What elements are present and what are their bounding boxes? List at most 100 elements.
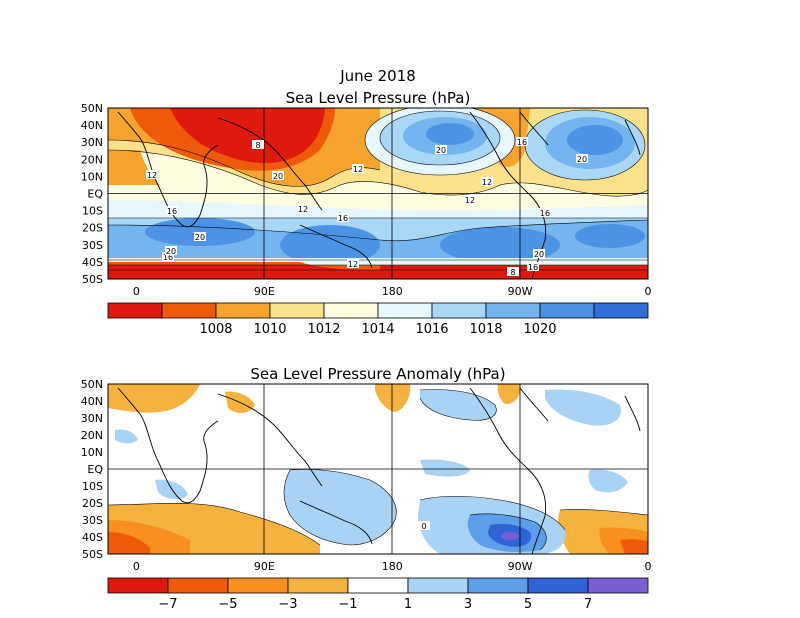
svg-text:20: 20 — [195, 233, 205, 242]
bot-neg-africa — [115, 429, 138, 444]
bottom-lat-labels: 50N 40N 30N 20N 10N EQ 10S 20S 30S 40S 50S — [81, 378, 104, 561]
colorbar-swatch — [323, 302, 379, 319]
lat-label: 20N — [81, 153, 103, 166]
lat-label: 50N — [81, 378, 103, 391]
svg-text:12: 12 — [465, 196, 475, 205]
bot-neg-australia — [284, 469, 397, 545]
bottom-grid — [108, 384, 648, 554]
bot-contours — [108, 389, 648, 551]
svg-text:20: 20 — [577, 155, 587, 164]
colorbar-swatch — [269, 302, 325, 319]
top-satl-high — [575, 224, 645, 248]
svg-text:8: 8 — [510, 268, 515, 277]
colorbar-label: 5 — [524, 597, 532, 612]
bot-coastlines — [117, 387, 641, 554]
top-australia-high — [280, 225, 380, 265]
lat-label: EQ — [87, 463, 103, 476]
svg-text:16: 16 — [517, 138, 527, 147]
colorbar-label: 1018 — [469, 322, 502, 337]
bot-pos-satl-max — [620, 539, 648, 554]
bot-neg-satl — [588, 469, 628, 493]
svg-text:20: 20 — [166, 247, 176, 256]
lat-label: 20S — [82, 222, 103, 235]
lon-label: 90E — [254, 560, 275, 573]
colorbar-swatch — [215, 302, 271, 319]
svg-text:12: 12 — [482, 178, 492, 187]
svg-text:8: 8 — [255, 141, 260, 150]
top-title-line2: Sea Level Pressure (hPa) — [286, 89, 471, 107]
lon-label: 90W — [508, 560, 533, 573]
contour-label: 16 — [162, 252, 174, 262]
contour-label: 12 — [481, 177, 493, 187]
top-npac-high-core — [426, 123, 474, 145]
svg-text:20: 20 — [273, 172, 283, 181]
top-colorbar — [107, 302, 649, 319]
colorbar-label: 1016 — [415, 322, 448, 337]
contour-label: 20 — [533, 249, 545, 259]
lat-label: 50N — [81, 102, 103, 115]
colorbar-label: −7 — [158, 597, 177, 612]
colorbar-swatch — [407, 577, 469, 594]
lat-label: 30N — [81, 136, 103, 149]
contour-label: 16 — [516, 137, 528, 147]
contour-label: 12 — [146, 170, 158, 180]
colorbar-swatch — [467, 577, 529, 594]
top-title-line1: June 2018 — [339, 67, 416, 85]
colorbar-swatch — [287, 577, 349, 594]
bot-pos-npac — [375, 384, 411, 412]
colorbar-swatch — [431, 302, 487, 319]
contour-label: 16 — [527, 262, 539, 272]
contour-label: 0 — [418, 521, 430, 531]
svg-text:20: 20 — [534, 250, 544, 259]
top-eq-belt — [108, 200, 648, 218]
lat-label: 40N — [81, 119, 103, 132]
top-colorbar-labels: 1008 1010 1012 1014 1016 1018 1020 — [199, 322, 556, 337]
svg-text:0: 0 — [421, 522, 426, 531]
lat-label: 50S — [82, 273, 103, 286]
top-lat-labels: 50N 40N 30N 20N 10N EQ 10S 20S 30S 40S 50S — [81, 102, 104, 286]
contour-label: 20 — [194, 232, 206, 242]
colorbar-swatch — [377, 302, 433, 319]
lon-label: 180 — [382, 560, 403, 573]
lon-label: 0 — [133, 285, 140, 298]
lon-label: 0 — [645, 560, 652, 573]
bot-pos-namerica — [497, 384, 521, 405]
lat-label: 10S — [82, 205, 103, 218]
colorbar-label: 1020 — [523, 322, 556, 337]
lat-label: 50S — [82, 548, 103, 561]
bot-pos-eurasia — [108, 384, 200, 413]
contour-label: 12 — [297, 204, 309, 214]
colorbar-label: 1010 — [253, 322, 286, 337]
bottom-title: Sea Level Pressure Anomaly (hPa) — [250, 365, 505, 383]
top-spac-high — [440, 227, 560, 263]
colorbar-swatch — [347, 577, 409, 594]
lat-label: 40S — [82, 531, 103, 544]
lat-label: 20S — [82, 497, 103, 510]
svg-text:20: 20 — [436, 146, 446, 155]
colorbar-swatch — [527, 577, 589, 594]
bottom-colorbar — [107, 577, 649, 594]
contour-label: 12 — [347, 259, 359, 269]
svg-text:16: 16 — [163, 253, 173, 262]
colorbar-label: 1012 — [307, 322, 340, 337]
contour-label: 12 — [464, 195, 476, 205]
svg-text:16: 16 — [528, 263, 538, 272]
colorbar-swatch — [587, 577, 649, 594]
top-lon-labels: 0 90E 180 90W 0 — [133, 285, 652, 298]
contour-label: 16 — [337, 213, 349, 223]
colorbar-swatch — [539, 302, 595, 319]
lat-label: 10N — [81, 446, 103, 459]
bottom-contour-labels: 0 — [418, 521, 430, 531]
top-coastlines — [117, 111, 641, 279]
colorbar-swatch — [593, 302, 649, 319]
contour-label: 8 — [252, 140, 264, 150]
contour-label: 16 — [539, 208, 551, 218]
top-contours — [108, 108, 648, 271]
colorbar-label: 1008 — [199, 322, 232, 337]
svg-text:16: 16 — [540, 209, 550, 218]
lat-label: 40N — [81, 395, 103, 408]
contour-label: 16 — [166, 206, 178, 216]
bottom-map-field — [108, 384, 648, 554]
